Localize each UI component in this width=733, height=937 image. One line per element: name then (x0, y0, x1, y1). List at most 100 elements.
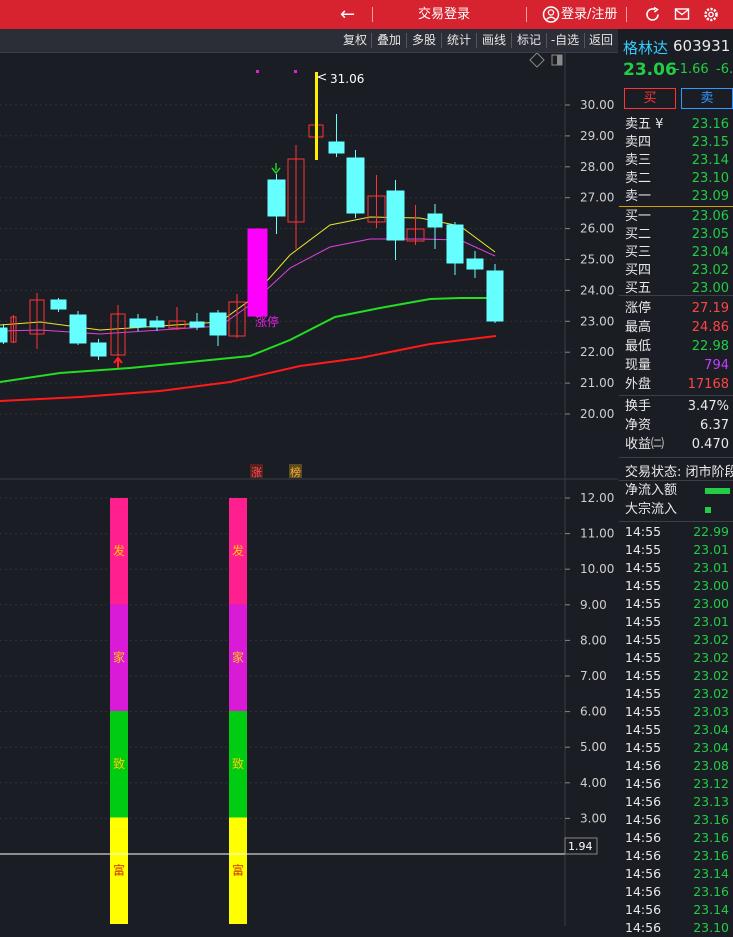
current-value-label: 1.94 (568, 840, 593, 853)
price-tick-label: 21.00 (580, 376, 614, 390)
mail-icon[interactable] (673, 0, 691, 29)
overlay-button[interactable]: 叠加 (376, 33, 401, 47)
sell-order-row-value: 23.16 (691, 117, 729, 132)
settings-gear-icon[interactable] (702, 0, 720, 29)
sell-order-row-value: 23.10 (691, 171, 729, 186)
mark-badge[interactable] (250, 464, 263, 478)
tick-row: 14:55 23.02 (625, 631, 733, 649)
ma-green-line (0, 297, 496, 383)
limit-high-spike (315, 72, 318, 160)
tick-row-label: 14:55 (625, 542, 662, 557)
buy-button[interactable]: 买 (624, 88, 676, 109)
tick-row: 14:55 23.02 (625, 649, 733, 667)
return-button[interactable]: 返回 (588, 33, 613, 47)
tick-row-label: 14:56 (625, 812, 662, 827)
buy-order-row-value: 23.06 (691, 209, 729, 224)
user-icon[interactable] (542, 0, 560, 29)
candle-body (90, 342, 107, 357)
price-tick-label: 20.00 (580, 407, 614, 421)
tick-row-value: 23.16 (693, 830, 729, 845)
stat-row: 涨停 27.19 (625, 300, 733, 318)
diamond-icon[interactable] (529, 52, 545, 68)
candle-body (367, 195, 386, 223)
flow-row: 净流入额 (625, 482, 733, 500)
fundamental-row-value: 6.37 (700, 418, 729, 433)
tick-row-label: 14:55 (625, 596, 662, 611)
candle-body (247, 228, 268, 317)
tick-row-value: 23.16 (693, 848, 729, 863)
sell-order-row-label: 卖三 (625, 153, 652, 168)
section-divider (619, 395, 733, 396)
high-price-label: 31.06 (330, 72, 364, 86)
tick-row-label: 14:56 (625, 866, 662, 881)
buy-order-row-value: 23.05 (691, 227, 729, 242)
fundamental-row-value: 0.470 (691, 437, 729, 452)
tick-row-label: 14:56 (625, 794, 662, 809)
divider (546, 33, 547, 48)
fuquan-button[interactable]: 复权 (342, 33, 367, 47)
indicator-bar-segment (229, 711, 247, 818)
tick-row-value: 23.14 (693, 902, 729, 917)
stock-name[interactable]: 格林达 (623, 39, 669, 57)
trade-status: 交易状态: 闭市阶段 (625, 465, 733, 480)
remove-watchlist-button[interactable]: -自选 (550, 33, 580, 47)
price-tick-label: 25.00 (580, 253, 614, 267)
tick-row: 14:56 23.08 (625, 757, 733, 775)
tick-row: 14:56 23.16 (625, 883, 733, 901)
refresh-icon[interactable] (644, 0, 662, 29)
tick-row-value: 23.00 (693, 596, 729, 611)
sell-order-row: 卖五 ¥ 23.16 (625, 116, 733, 134)
tick-row-value: 23.03 (693, 704, 729, 719)
divider (626, 7, 627, 22)
indicator-tick-label: 12.00 (580, 491, 614, 505)
ma-red-line (0, 335, 497, 402)
mark-badge[interactable] (289, 464, 302, 478)
buy-order-row-value: 23.04 (691, 245, 729, 260)
tick-row-label: 14:56 (625, 920, 662, 935)
multi-stock-button[interactable]: 多股 (411, 33, 436, 47)
tick-row-label: 14:56 (625, 848, 662, 863)
candle-body (328, 141, 345, 154)
tick-row: 14:55 23.02 (625, 667, 733, 685)
stat-row-label: 现量 (625, 358, 652, 373)
fundamental-row: 收益㈡ 0.470 (625, 436, 733, 454)
tick-row-value: 23.14 (693, 866, 729, 881)
kline-chart[interactable]: 31.06 涨停 涨 榜 30.00 29.00 28.00 27.00 26.00 25… (0, 52, 618, 926)
divider (584, 33, 585, 48)
login-register-button[interactable]: 登录/注册 (561, 7, 618, 22)
tick-row-value: 23.13 (693, 794, 729, 809)
tick-row-value: 23.04 (693, 722, 729, 737)
trade-login-button[interactable]: 交易登录 (418, 7, 471, 22)
stat-row: 最低 22.98 (625, 338, 733, 356)
mark-button[interactable]: 标记 (516, 33, 541, 47)
candle-body (69, 314, 87, 344)
divider (476, 33, 477, 48)
back-arrow-icon[interactable]: ← (340, 4, 356, 25)
tick-row-value: 23.16 (693, 884, 729, 899)
sell-order-row: 卖一 23.09 (625, 188, 733, 206)
indicator-tick-label: 4.00 (580, 776, 607, 790)
sell-button[interactable]: 卖 (681, 88, 733, 109)
tick-row-value: 23.02 (693, 686, 729, 701)
mark-zhang: 涨 (251, 466, 262, 479)
buy-order-row: 买三 23.04 (625, 244, 733, 262)
tick-row: 14:55 23.04 (625, 721, 733, 739)
price-tick-label: 23.00 (580, 314, 614, 328)
tick-row: 14:56 23.12 (625, 775, 733, 793)
draw-line-button[interactable]: 画线 (481, 33, 506, 47)
tick-row-value: 23.16 (693, 812, 729, 827)
statistics-button[interactable]: 统计 (446, 33, 471, 47)
tick-row: 14:56 23.16 (625, 829, 733, 847)
buy-order-row-label: 买二 (625, 227, 652, 242)
tick-row-value: 23.04 (693, 740, 729, 755)
indicator-bar-segment (110, 817, 128, 924)
sell-order-row: 卖二 23.10 (625, 170, 733, 188)
tick-row-label: 14:55 (625, 560, 662, 575)
sell-order-row-label: 卖五 ¥ (625, 117, 664, 132)
buy-order-row-value: 23.02 (691, 263, 729, 278)
stat-row-value: 24.86 (691, 320, 729, 335)
indicator-bar-segment (110, 604, 128, 711)
indicator-bar-label: 家 (232, 650, 244, 665)
tick-row: 14:56 23.14 (625, 901, 733, 919)
stat-row-value: 794 (704, 358, 729, 373)
